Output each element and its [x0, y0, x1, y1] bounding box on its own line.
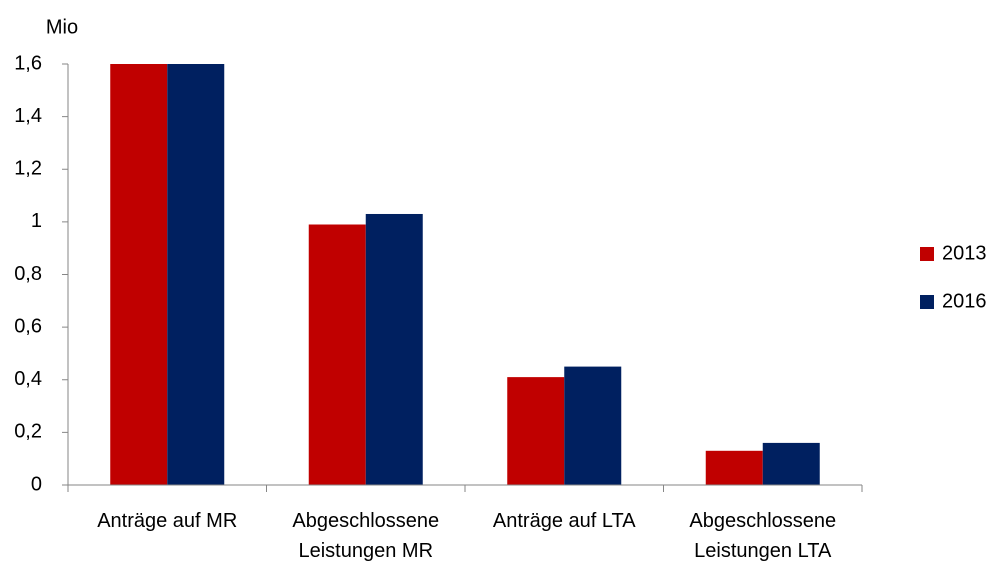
- y-tick-label: 1: [31, 210, 42, 232]
- bar: [705, 450, 763, 485]
- y-axis-label: Mio: [46, 16, 78, 38]
- bar: [167, 64, 225, 485]
- bar: [308, 224, 366, 485]
- y-tick-label: 0,6: [14, 315, 42, 337]
- x-tick-label: Anträge auf MR: [97, 510, 238, 532]
- bar: [564, 366, 622, 485]
- x-tick-label: Anträge auf LTA: [492, 510, 636, 532]
- legend-swatch: [920, 295, 934, 309]
- y-tick-label: 0,4: [14, 368, 42, 390]
- y-tick-label: 1,6: [14, 52, 42, 74]
- y-tick-label: 1,4: [14, 105, 42, 127]
- bar: [365, 213, 423, 485]
- bar: [110, 64, 168, 485]
- legend-label: 2016: [942, 290, 987, 312]
- legend-label: 2013: [942, 242, 987, 264]
- y-tick-label: 1,2: [14, 158, 42, 180]
- x-tick-label: Abgeschlossene Leistungen LTA: [689, 510, 837, 562]
- y-tick-label: 0: [31, 473, 42, 495]
- legend-swatch: [920, 247, 934, 261]
- bar: [762, 442, 820, 485]
- bar: [507, 377, 565, 485]
- y-tick-label: 0,2: [14, 421, 42, 443]
- x-tick-label: Abgeschlossene Leistungen MR: [292, 510, 440, 562]
- y-tick-label: 0,8: [14, 263, 42, 285]
